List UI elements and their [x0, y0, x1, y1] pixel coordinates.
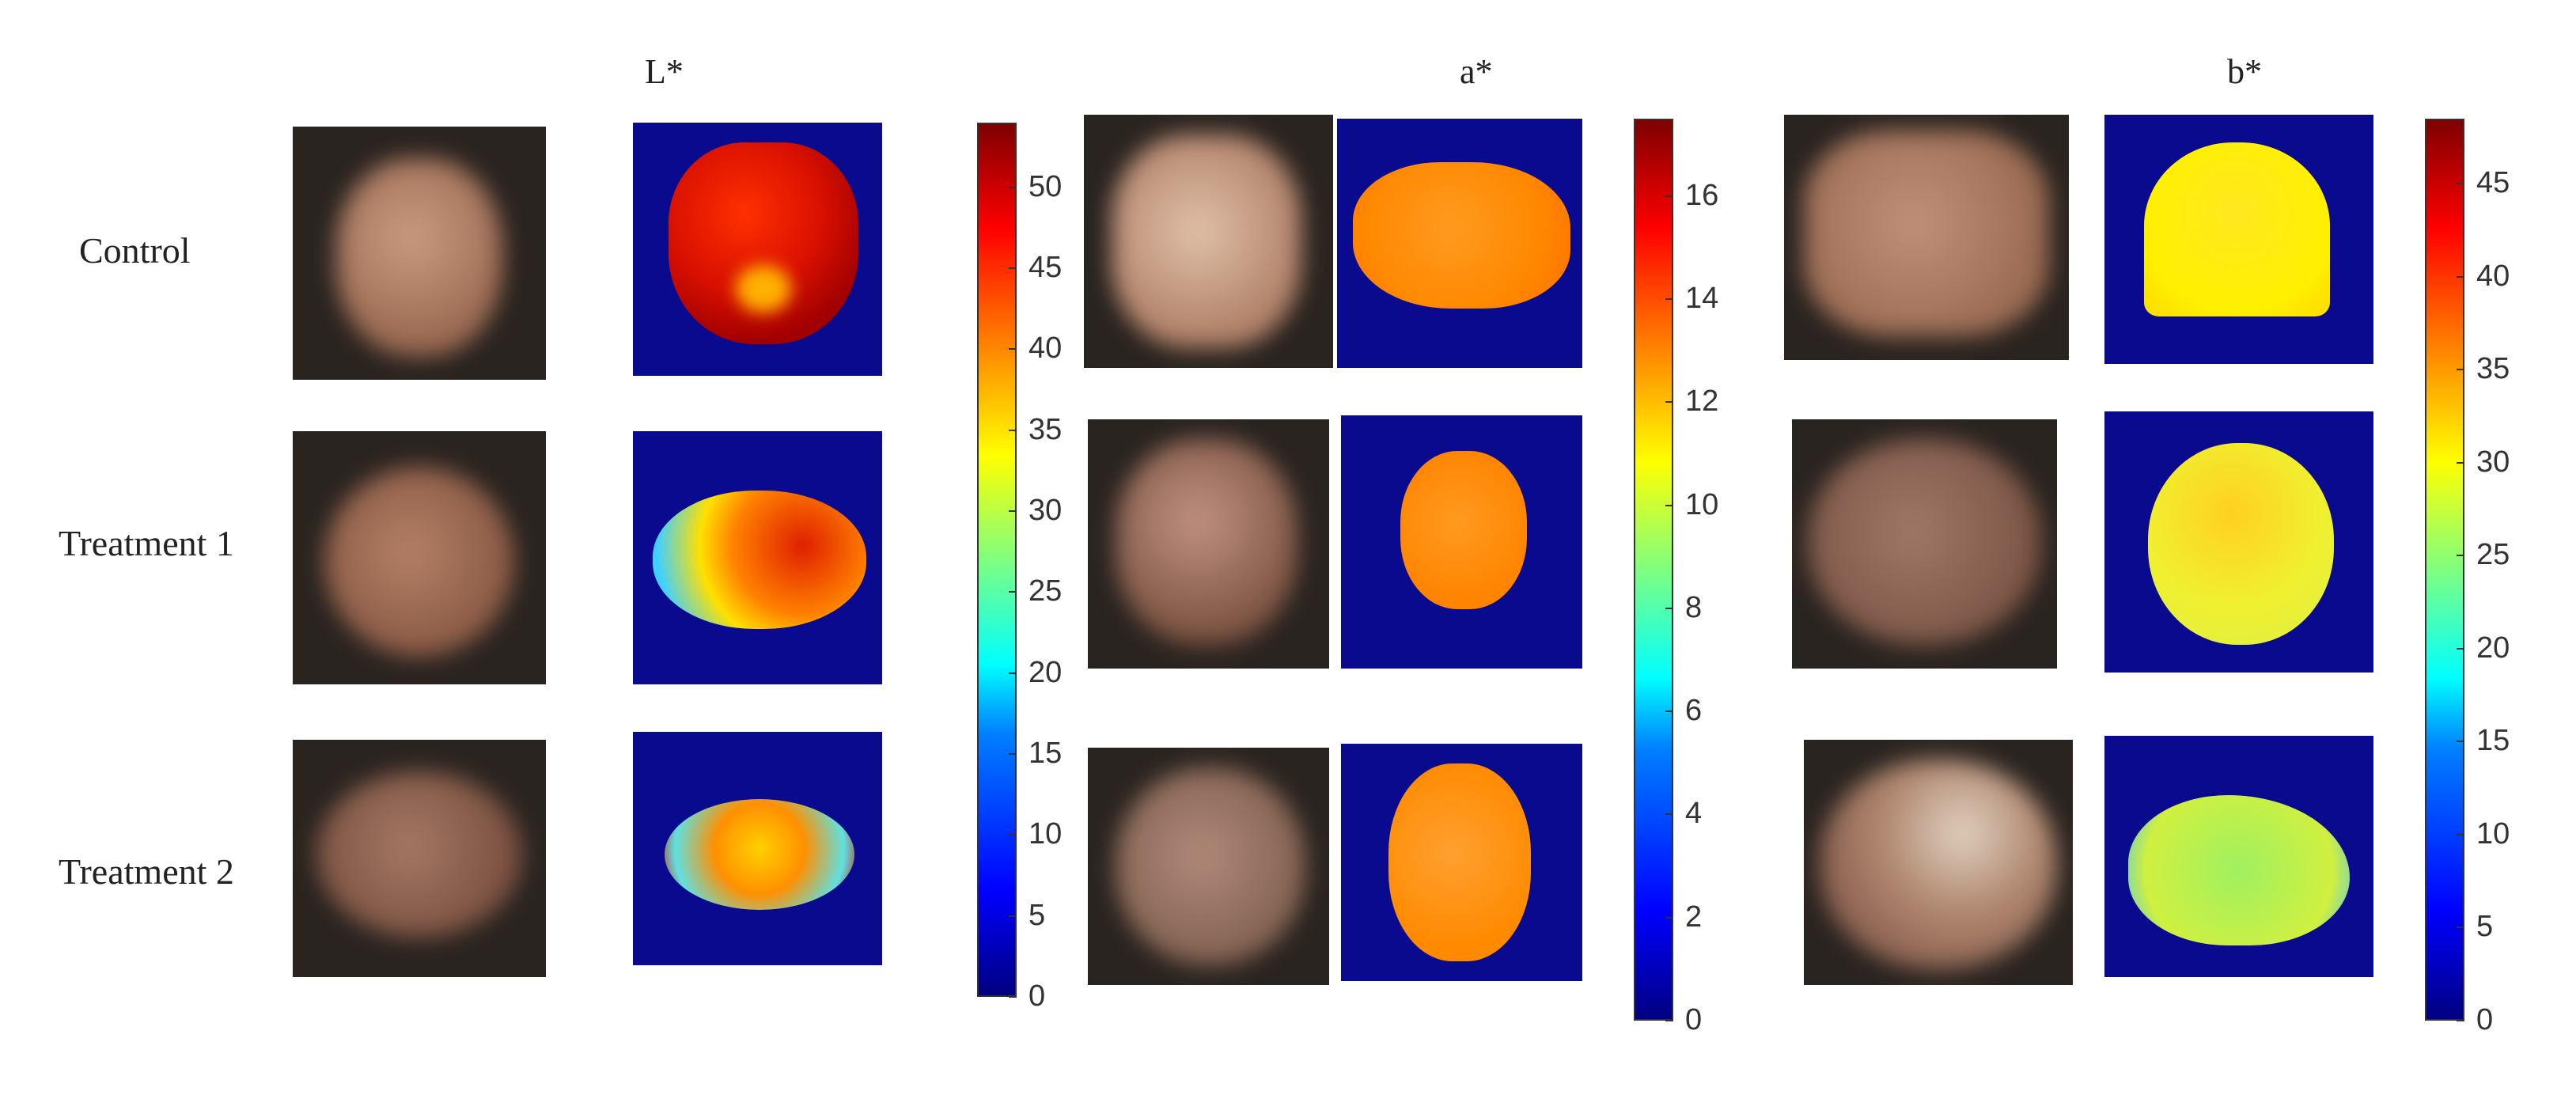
map-control-a [1337, 119, 1582, 368]
map-t1-a [1341, 415, 1582, 669]
colorbar-tick-label: 45 [2476, 166, 2510, 200]
colorbar-tick-label: 10 [1029, 817, 1063, 851]
colorbar-tick-mark [1665, 710, 1673, 713]
colorbar-tick-mark [1009, 672, 1017, 674]
colorbar-tick-mark [1665, 1020, 1673, 1021]
colorbar-tick-label: 5 [2476, 910, 2494, 944]
colorbar-tick-label: 8 [1685, 590, 1703, 624]
colorbar-tick-mark [1665, 298, 1673, 300]
map-t2-l [633, 732, 882, 965]
colorbar-l [977, 123, 1017, 997]
colorbar-tick-label: 25 [2476, 538, 2510, 572]
colorbar-tick-label: 2 [1685, 900, 1703, 934]
panel-title-a: a* [1460, 52, 1493, 91]
colorbar-tick-mark [1665, 504, 1673, 506]
colorbar-tick-mark [2457, 555, 2464, 557]
photo-control-l [293, 127, 546, 380]
colorbar-tick-label: 4 [1685, 797, 1703, 831]
map-control-l [633, 123, 882, 376]
colorbar-tick-label: 16 [1685, 178, 1719, 212]
photo-t1-l [293, 431, 546, 684]
colorbar-tick-label: 10 [1685, 487, 1719, 521]
colorbar-tick-mark [1009, 429, 1017, 431]
row-label-treatment-1: Treatment 1 [59, 523, 234, 563]
map-t2-a [1341, 744, 1582, 981]
colorbar-tick-mark [1665, 607, 1673, 609]
photo-control-b [1784, 115, 2069, 360]
colorbar-tick-label: 12 [1685, 385, 1719, 419]
colorbar-tick-label: 45 [1029, 251, 1063, 285]
map-t2-b [2104, 736, 2373, 977]
colorbar-tick-mark [1009, 996, 1017, 998]
map-t1-l [633, 431, 882, 684]
photo-t1-a [1088, 419, 1329, 669]
colorbar-tick-label: 20 [1029, 655, 1063, 689]
colorbar-tick-label: 20 [2476, 631, 2510, 665]
photo-control-a [1084, 115, 1333, 368]
colorbar-tick-label: 30 [2476, 445, 2510, 479]
colorbar-tick-mark [1009, 591, 1017, 593]
colorbar-tick-label: 0 [1029, 979, 1046, 1013]
colorbar-tick-mark [2457, 275, 2464, 278]
colorbar-tick-mark [1665, 195, 1673, 197]
colorbar-tick-mark [1009, 915, 1017, 917]
row-label-control: Control [79, 230, 191, 271]
colorbar-tick-label: 15 [1029, 737, 1063, 771]
colorbar-tick-mark [1009, 834, 1017, 836]
colorbar-tick-label: 30 [1029, 494, 1063, 528]
colorbar-tick-mark [1665, 401, 1673, 404]
colorbar-tick-mark [2457, 1020, 2464, 1021]
photo-t2-b [1804, 740, 2073, 985]
photo-t2-a [1088, 748, 1329, 985]
colorbar-tick-label: 10 [2476, 817, 2510, 851]
colorbar-a [1634, 119, 1673, 1021]
row-label-treatment-2: Treatment 2 [59, 851, 234, 892]
colorbar-tick-label: 14 [1685, 282, 1719, 315]
colorbar-tick-label: 35 [1029, 412, 1063, 446]
panel-title-b: b* [2227, 52, 2262, 91]
photo-t1-b [1792, 419, 2057, 669]
colorbar-tick-label: 50 [1029, 169, 1063, 203]
colorbar-tick-label: 40 [1029, 332, 1063, 366]
colorbar-tick-label: 35 [2476, 352, 2510, 386]
colorbar-tick-mark [1009, 753, 1017, 756]
map-t1-b [2104, 411, 2373, 673]
map-control-b [2104, 115, 2373, 364]
colorbar-tick-label: 40 [2476, 259, 2510, 293]
colorbar-tick-mark [1009, 348, 1017, 350]
colorbar-tick-mark [2457, 461, 2464, 464]
colorbar-tick-mark [2457, 926, 2464, 929]
colorbar-tick-mark [2457, 369, 2464, 371]
colorbar-tick-mark [1665, 916, 1673, 919]
colorbar-tick-label: 5 [1029, 898, 1046, 932]
colorbar-tick-label: 6 [1685, 694, 1703, 728]
colorbar-tick-mark [1009, 510, 1017, 513]
photo-t2-l [293, 740, 546, 977]
colorbar-tick-mark [1665, 813, 1673, 816]
colorbar-tick-mark [1009, 186, 1017, 188]
colorbar-tick-mark [1009, 267, 1017, 270]
colorbar-b [2425, 119, 2464, 1021]
colorbar-tick-label: 15 [2476, 724, 2510, 758]
colorbar-tick-mark [2457, 183, 2464, 185]
colorbar-tick-mark [2457, 741, 2464, 743]
colorbar-tick-mark [2457, 833, 2464, 835]
colorbar-tick-label: 0 [2476, 1003, 2494, 1036]
panel-title-l: L* [645, 52, 684, 91]
colorbar-tick-label: 25 [1029, 574, 1063, 608]
colorbar-tick-mark [2457, 647, 2464, 650]
colorbar-tick-label: 0 [1685, 1003, 1703, 1036]
